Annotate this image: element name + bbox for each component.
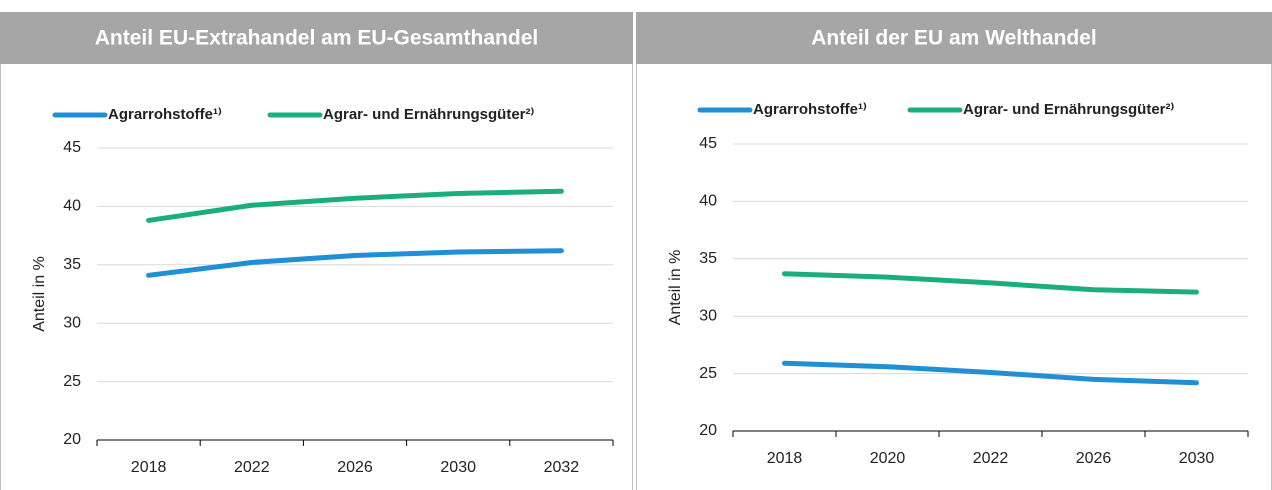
series-line [782,271,1199,295]
x-tick-label: 2020 [870,450,906,467]
y-tick-label: 35 [63,256,81,273]
y-tick-label: 45 [63,139,81,156]
series-line [146,248,564,278]
chart-title: Anteil der EU am Welthandel [811,27,1097,50]
x-tick-label: 2026 [337,459,373,476]
series-line [782,360,1199,386]
y-tick-label: 40 [699,193,717,210]
x-tick-label: 2022 [234,459,270,476]
header-bar [636,12,1272,64]
legend-label: Agrarrohstoffe¹⁾ [753,101,867,118]
x-tick-label: 2018 [131,459,167,476]
header-bar [0,12,633,64]
chart-title: Anteil EU-Extrahandel am EU-Gesamthandel [95,27,538,50]
y-tick-label: 20 [63,431,81,448]
y-tick-label: 20 [699,422,717,439]
y-axis-label: Anteil in % [667,250,684,326]
y-tick-label: 45 [699,135,717,152]
y-tick-label: 30 [63,314,81,331]
x-tick-label: 2022 [973,450,1009,467]
y-tick-label: 35 [699,250,717,267]
y-tick-label: 30 [699,307,717,324]
x-tick-label: 2032 [544,459,580,476]
panel-border [636,12,1272,490]
x-tick-label: 2030 [1179,450,1215,467]
y-tick-label: 25 [699,365,717,382]
x-tick-label: 2026 [1076,450,1112,467]
x-tick-label: 2030 [440,459,476,476]
x-tick-label: 2018 [767,450,803,467]
legend-label: Agrar- und Ernährungsgüter²⁾ [323,106,535,123]
y-tick-label: 25 [63,373,81,390]
legend-label: Agrarrohstoffe¹⁾ [108,106,222,123]
series-line [146,188,564,223]
legend-label: Agrar- und Ernährungsgüter²⁾ [963,101,1175,118]
y-tick-label: 40 [63,198,81,215]
y-axis-label: Anteil in % [31,256,48,332]
